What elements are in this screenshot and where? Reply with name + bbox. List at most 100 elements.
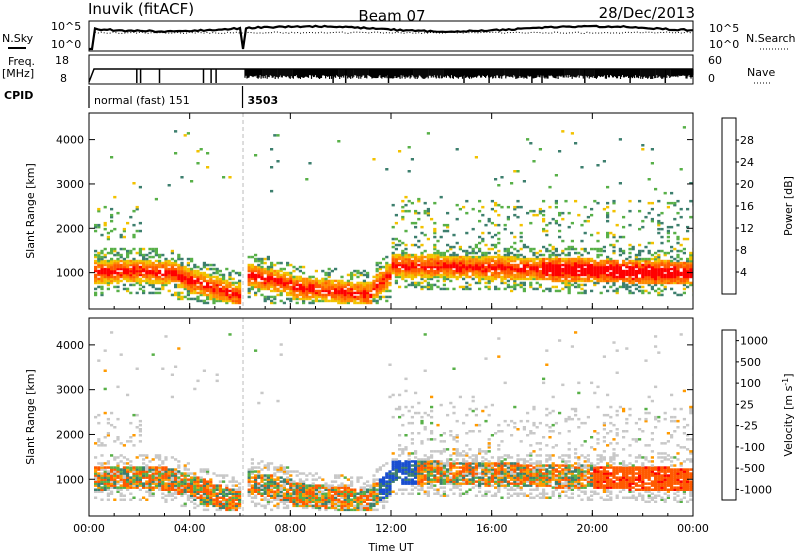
echo-cell bbox=[331, 280, 334, 283]
echo-cell bbox=[657, 250, 660, 253]
echo-cell bbox=[660, 212, 663, 215]
echo-cell bbox=[392, 472, 395, 475]
echo-cell bbox=[190, 476, 193, 479]
echo-cell bbox=[584, 284, 587, 287]
echo-cell bbox=[606, 274, 609, 277]
echo-cell bbox=[353, 296, 356, 299]
echo-cell bbox=[398, 489, 401, 492]
echo-cell bbox=[558, 236, 561, 239]
echo-cell bbox=[113, 286, 116, 289]
echo-cell bbox=[337, 509, 340, 512]
echo-cell bbox=[516, 284, 519, 287]
echo-cell bbox=[216, 509, 219, 512]
echo-cell bbox=[430, 254, 433, 256]
echo-cell bbox=[369, 484, 372, 487]
echo-cell bbox=[267, 266, 270, 269]
echo-cell bbox=[97, 438, 100, 441]
echo-cell bbox=[552, 258, 555, 261]
echo-cell bbox=[411, 282, 414, 285]
echo-cell bbox=[523, 282, 526, 285]
echo-cell bbox=[235, 484, 238, 487]
echo-cell bbox=[414, 236, 417, 239]
echo-cell bbox=[577, 284, 580, 287]
echo-cell bbox=[644, 258, 647, 261]
echo-cell bbox=[120, 442, 123, 445]
echo-cell bbox=[590, 290, 593, 293]
echo-cell bbox=[651, 218, 654, 221]
colorbar-tick-label: 28 bbox=[740, 134, 754, 147]
echo-cell bbox=[398, 434, 401, 437]
echo-cell bbox=[251, 501, 254, 504]
echo-cell bbox=[382, 272, 385, 275]
echo-cell bbox=[446, 288, 449, 291]
echo-cell bbox=[264, 262, 267, 265]
echo-cell bbox=[206, 294, 209, 297]
echo-cell bbox=[580, 254, 583, 256]
echo-cell bbox=[676, 250, 679, 253]
echo-cell bbox=[212, 268, 215, 271]
echo-cell bbox=[558, 212, 561, 215]
echo-cell bbox=[443, 288, 446, 291]
echo-cell bbox=[606, 206, 609, 209]
echo-cell bbox=[660, 228, 663, 231]
echo-cell bbox=[379, 478, 382, 481]
echo-cell bbox=[120, 272, 123, 275]
colorbar-label: Power [dB] bbox=[782, 176, 795, 236]
echo-cell bbox=[456, 148, 459, 151]
echo-cell bbox=[142, 454, 145, 457]
echo-cell bbox=[113, 276, 116, 279]
echo-cell bbox=[395, 254, 398, 256]
echo-cell bbox=[436, 280, 439, 283]
echo-cell bbox=[574, 200, 577, 203]
echo-cell bbox=[257, 482, 260, 485]
echo-cell bbox=[177, 254, 180, 256]
echo-cell bbox=[136, 466, 139, 469]
echo-cell bbox=[129, 436, 132, 439]
echo-cell bbox=[200, 300, 203, 303]
echo-cell bbox=[216, 380, 219, 383]
nave-label: Nave bbox=[747, 66, 775, 79]
echo-cell bbox=[539, 254, 542, 256]
echo-cell bbox=[555, 206, 558, 209]
echo-cell bbox=[139, 222, 142, 225]
echo-cell bbox=[328, 484, 331, 487]
echo-cell bbox=[228, 480, 231, 483]
echo-cell bbox=[228, 497, 231, 500]
echo-cell bbox=[267, 474, 270, 477]
echo-cell bbox=[296, 288, 299, 291]
echo-cell bbox=[398, 444, 401, 447]
echo-cell bbox=[440, 288, 443, 291]
echo-cell bbox=[564, 258, 567, 261]
echo-cell bbox=[155, 264, 158, 267]
echo-cell bbox=[276, 294, 279, 297]
echo-cell bbox=[590, 234, 593, 237]
echo-cell bbox=[571, 222, 574, 225]
echo-cell bbox=[580, 292, 583, 295]
echo-cell bbox=[497, 272, 500, 275]
echo-cell bbox=[321, 484, 324, 487]
echo-cell bbox=[132, 284, 135, 287]
echo-cell bbox=[552, 286, 555, 289]
echo-cell bbox=[526, 258, 529, 261]
echo-cell bbox=[142, 497, 145, 500]
echo-cell bbox=[404, 286, 407, 289]
echo-cell bbox=[196, 380, 199, 383]
echo-cell bbox=[414, 254, 417, 256]
echo-cell bbox=[209, 478, 212, 481]
echo-cell bbox=[206, 264, 209, 267]
echo-cell bbox=[116, 252, 119, 255]
echo-cell bbox=[216, 268, 219, 271]
echo-cell bbox=[324, 294, 327, 297]
echo-cell bbox=[641, 144, 644, 147]
echo-cell bbox=[491, 208, 494, 211]
echo-cell bbox=[641, 148, 644, 151]
echo-cell bbox=[366, 503, 369, 506]
echo-cell bbox=[593, 260, 596, 263]
echo-cell bbox=[331, 484, 334, 487]
echo-cell bbox=[107, 460, 110, 463]
echo-cell bbox=[628, 260, 631, 263]
echo-cell bbox=[347, 484, 350, 487]
echo-cell bbox=[680, 278, 683, 281]
echo-cell bbox=[657, 214, 660, 217]
